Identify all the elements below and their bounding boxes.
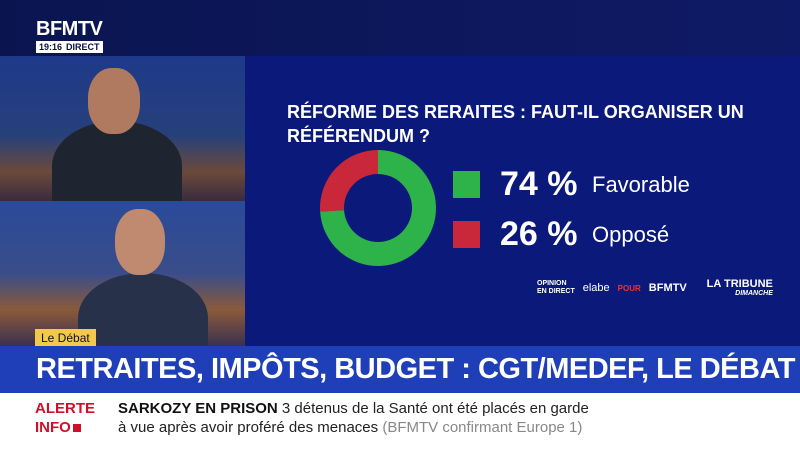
legend-label-oppose: Opposé xyxy=(592,221,670,247)
pour-text: POUR xyxy=(617,283,641,293)
legend-swatch-red xyxy=(453,221,480,248)
donut-slice-favorable xyxy=(320,150,436,266)
info-text: INFO xyxy=(35,419,71,436)
legend-label-favorable: Favorable xyxy=(592,171,690,197)
segment-tag: Le Débat xyxy=(35,329,96,347)
ticker-line-2: à vue après avoir proféré des menaces xyxy=(118,419,379,436)
data-label-favorable: 74 % xyxy=(500,165,578,203)
poll-question: RÉFORME DES RERAITES : FAUT-IL ORGANISER… xyxy=(287,102,744,146)
ticker-line-1: 3 détenus de la Santé ont été placés en … xyxy=(281,400,589,417)
la-tribune-logo: LA TRIBUNE DIMANCHE xyxy=(707,278,773,298)
red-square-icon xyxy=(72,424,81,432)
guest-body xyxy=(52,121,182,201)
donut-chart xyxy=(320,150,436,266)
alerte-text: ALERTE xyxy=(35,400,95,417)
video-pane-guest-2 xyxy=(0,201,245,346)
legend-oppose: 26 % Opposé xyxy=(453,215,669,254)
top-bar: BFMTV 19:16 DIRECT xyxy=(0,0,800,56)
video-pane-guest-1 xyxy=(0,56,245,201)
live-label: DIRECT xyxy=(66,42,100,52)
guest-head xyxy=(115,209,165,275)
elabe-logo: elabe xyxy=(582,282,610,294)
legend-favorable: 74 % Favorable xyxy=(453,165,690,204)
live-badge: 19:16 DIRECT xyxy=(36,41,103,53)
bfmtv-logo: BFMTV xyxy=(648,282,687,294)
data-label-oppose: 26 % xyxy=(500,215,578,253)
poll-credits: OPINION EN DIRECT elabe POUR BFMTV LA TRI… xyxy=(537,278,773,298)
guest-head xyxy=(88,68,140,134)
legend-swatch-green xyxy=(453,171,480,198)
guest-body xyxy=(78,273,208,346)
tribune-text: LA TRIBUNE xyxy=(706,278,773,290)
ticker-title: SARKOZY EN PRISON xyxy=(118,400,278,417)
donut-slice-opposé xyxy=(320,150,378,212)
poll-panel: RÉFORME DES RERAITES : FAUT-IL ORGANISER… xyxy=(245,56,800,346)
ticker-text: SARKOZY EN PRISON 3 détenus de la Santé … xyxy=(118,399,589,437)
clock: 19:16 xyxy=(39,42,63,52)
opinion-en-direct-logo: OPINION EN DIRECT xyxy=(537,280,575,296)
ticker-source: (BFMTV confirmant Europe 1) xyxy=(382,419,583,436)
opinion-text: OPINION xyxy=(537,280,567,287)
news-ticker: ALERTE INFO SARKOZY EN PRISON 3 détenus d… xyxy=(0,393,800,450)
headline-banner: RETRAITES, IMPÔTS, BUDGET : CGT/MEDEF, L… xyxy=(0,346,800,393)
alerte-info-label: ALERTE INFO xyxy=(35,399,95,437)
channel-logo: BFMTV xyxy=(36,18,103,40)
dimanche-text: DIMANCHE xyxy=(735,290,773,297)
en-direct-text: EN DIRECT xyxy=(537,288,575,295)
